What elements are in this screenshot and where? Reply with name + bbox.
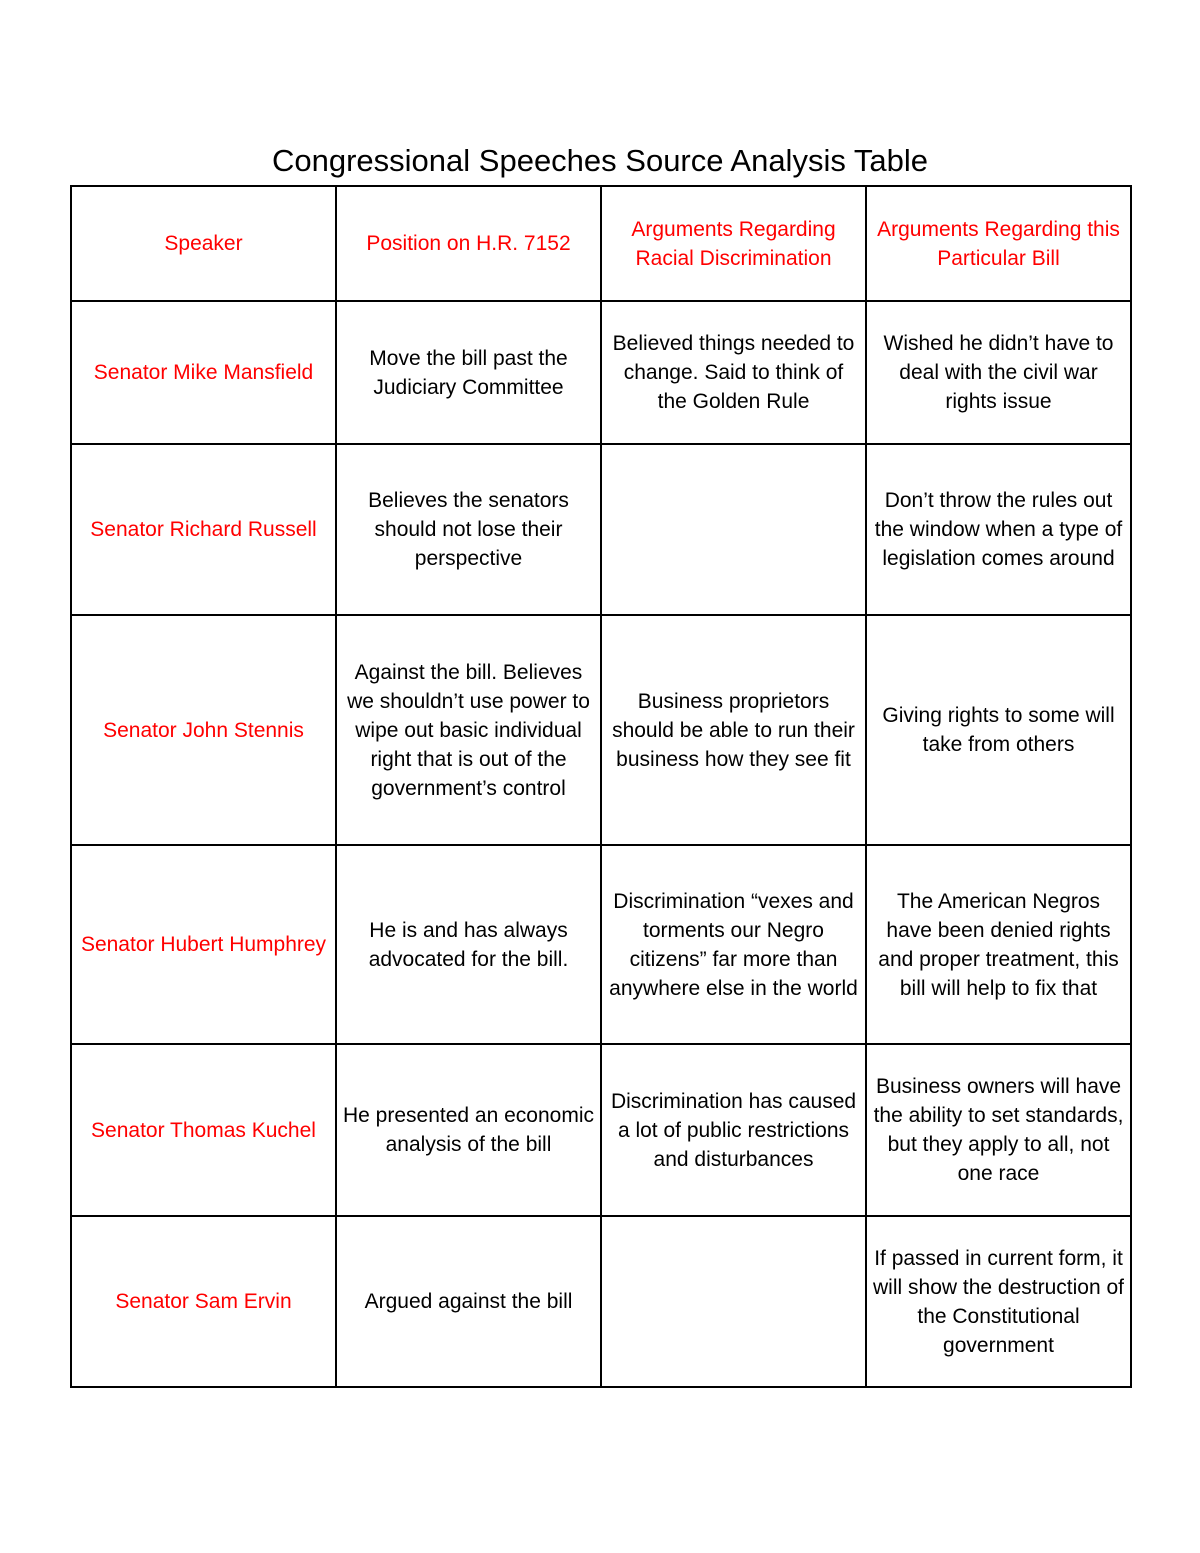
table-row: Senator Hubert Humphrey He is and has alw… xyxy=(70,844,1132,1045)
table-cell xyxy=(600,443,867,616)
table-row: Senator Thomas Kuchel He presented an eco… xyxy=(70,1043,1132,1217)
speaker-cell: Senator John Stennis xyxy=(70,614,337,846)
table-cell: Business owners will have the ability to… xyxy=(865,1043,1132,1217)
header-row: Speaker Position on H.R. 7152 Arguments … xyxy=(70,185,1132,302)
table-cell: Against the bill. Believes we shouldn’t … xyxy=(335,614,602,846)
table-row: Senator Mike Mansfield Move the bill past… xyxy=(70,300,1132,445)
page-title: Congressional Speeches Source Analysis T… xyxy=(272,143,928,178)
source-analysis-table: Speaker Position on H.R. 7152 Arguments … xyxy=(70,185,1132,1388)
table-cell: Business proprietors should be able to r… xyxy=(600,614,867,846)
table-cell: Argued against the bill xyxy=(335,1215,602,1388)
header-cell: Arguments Regarding this Particular Bill xyxy=(865,185,1132,302)
table-cell: If passed in current form, it will show … xyxy=(865,1215,1132,1388)
table-cell: Discrimination has caused a lot of publi… xyxy=(600,1043,867,1217)
speaker-cell: Senator Thomas Kuchel xyxy=(70,1043,337,1217)
table-cell: He is and has always advocated for the b… xyxy=(335,844,602,1045)
header-cell: Position on H.R. 7152 xyxy=(335,185,602,302)
table-cell: Believes the senators should not lose th… xyxy=(335,443,602,616)
table-row: Senator John Stennis Against the bill. Be… xyxy=(70,614,1132,846)
speaker-cell: Senator Hubert Humphrey xyxy=(70,844,337,1045)
table-cell: Discrimination “vexes and torments our N… xyxy=(600,844,867,1045)
table-cell: Move the bill past the Judiciary Committ… xyxy=(335,300,602,445)
table-cell: Giving rights to some will take from oth… xyxy=(865,614,1132,846)
table-cell: He presented an economic analysis of the… xyxy=(335,1043,602,1217)
table-row: Senator Richard Russell Believes the sena… xyxy=(70,443,1132,616)
header-cell: Speaker xyxy=(70,185,337,302)
table-cell xyxy=(600,1215,867,1388)
speaker-cell: Senator Sam Ervin xyxy=(70,1215,337,1388)
table-cell: The American Negros have been denied rig… xyxy=(865,844,1132,1045)
speaker-cell: Senator Richard Russell xyxy=(70,443,337,616)
table-cell: Believed things needed to change. Said t… xyxy=(600,300,867,445)
table-row: Senator Sam Ervin Argued against the bill… xyxy=(70,1215,1132,1388)
header-cell: Arguments Regarding Racial Discriminatio… xyxy=(600,185,867,302)
table-cell: Wished he didn’t have to deal with the c… xyxy=(865,300,1132,445)
table-cell: Don’t throw the rules out the window whe… xyxy=(865,443,1132,616)
speaker-cell: Senator Mike Mansfield xyxy=(70,300,337,445)
